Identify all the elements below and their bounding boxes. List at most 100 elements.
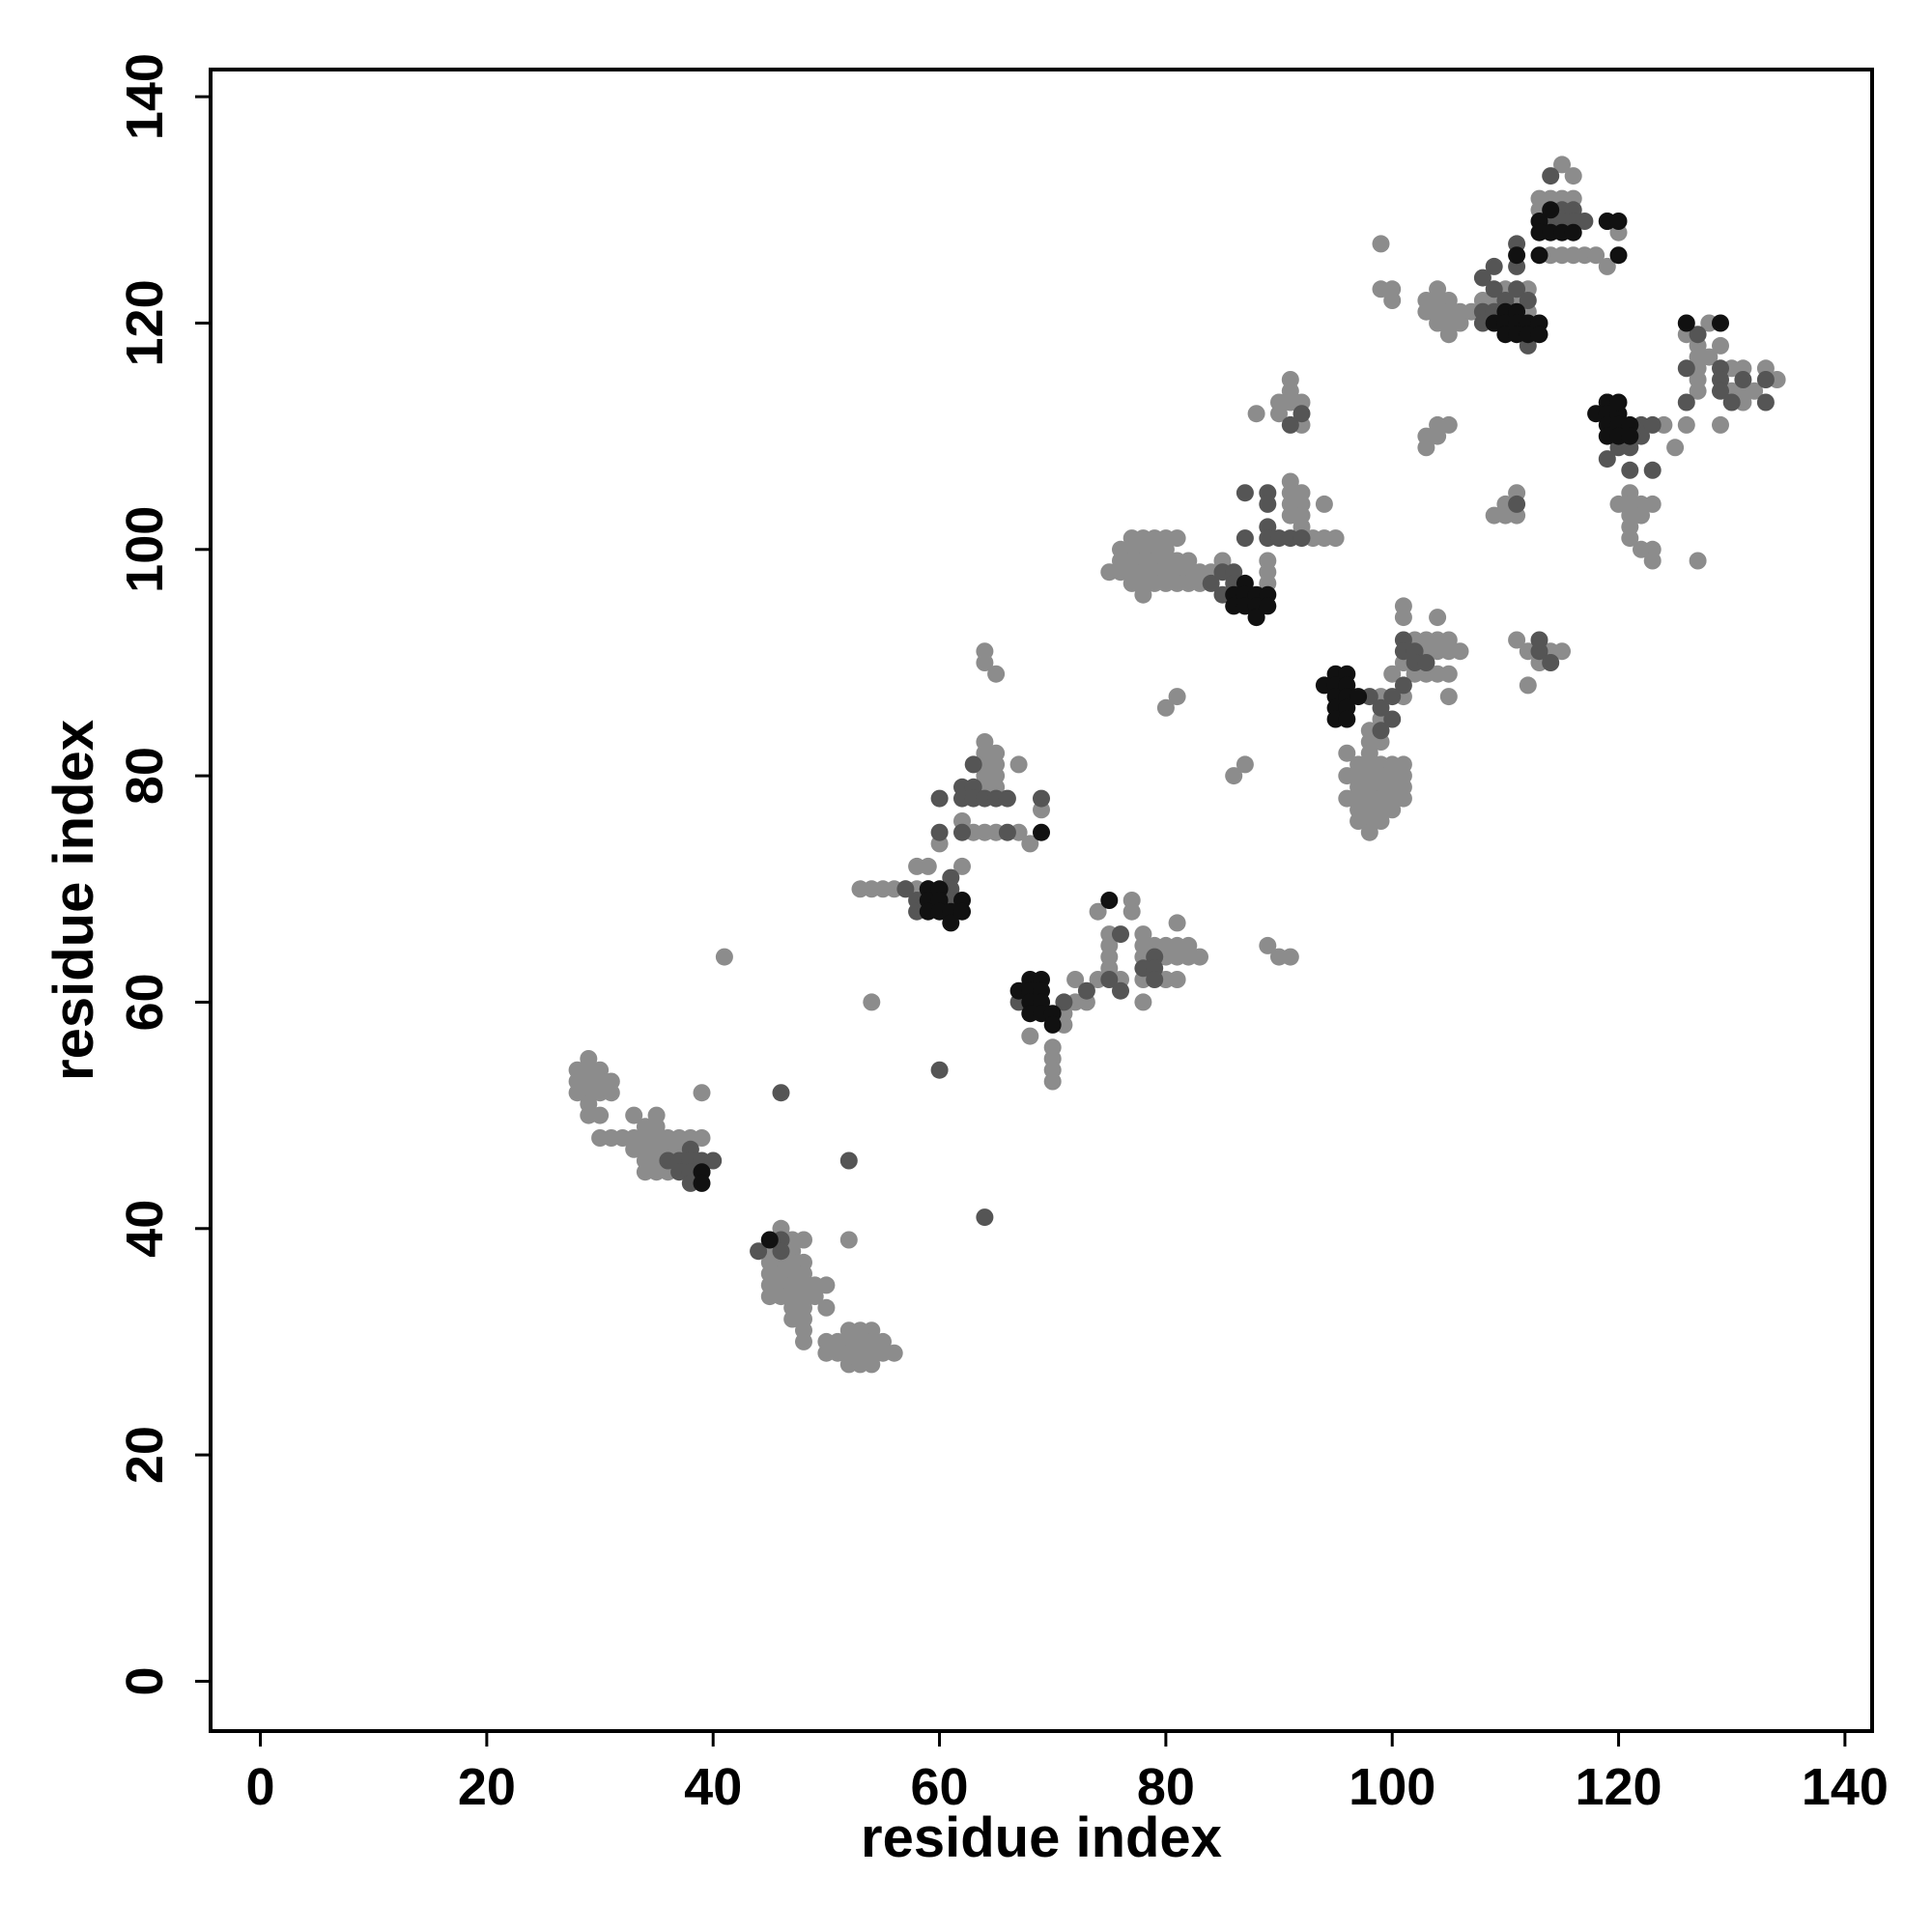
data-point-dark-12 (953, 902, 971, 921)
data-point-mid-66 (1293, 405, 1311, 423)
y-axis-label: residue index (43, 720, 105, 1081)
data-point-light-211 (1270, 405, 1288, 423)
data-point-light-283 (1439, 665, 1458, 683)
data-point-mid-55 (1236, 529, 1254, 548)
data-point-light-286 (1372, 235, 1390, 253)
data-point-light-94 (885, 1344, 903, 1362)
data-point-mid-116 (1712, 382, 1729, 400)
data-point-light-284 (1439, 688, 1458, 706)
data-point-light-79 (839, 1231, 858, 1249)
data-point-light-375 (1746, 382, 1764, 400)
data-point-mid-19 (930, 789, 949, 808)
data-point-light-351 (1633, 506, 1650, 525)
data-point-light-70 (795, 1332, 812, 1350)
y-tick-label-60: 60 (116, 973, 174, 1031)
data-point-light-325 (1519, 676, 1537, 695)
data-point-mid-20 (930, 823, 949, 841)
data-point-mid-113 (1689, 326, 1707, 344)
x-tick-label-80: 80 (1137, 1758, 1195, 1816)
data-point-light-336 (1564, 167, 1582, 185)
data-point-mid-42 (1100, 971, 1119, 988)
data-point-mid-88 (1508, 280, 1526, 298)
data-point-mid-48 (1146, 971, 1164, 988)
data-point-light-116 (987, 665, 1006, 683)
y-tick-label-100: 100 (116, 506, 174, 593)
data-point-dark-2 (760, 1231, 779, 1249)
data-point-light-231 (1338, 744, 1356, 762)
data-point-light-186 (1168, 529, 1186, 548)
data-point-mid-69 (1372, 722, 1390, 740)
data-point-light-41 (693, 1129, 711, 1147)
data-point-light-40 (693, 1084, 711, 1102)
data-point-mid-68 (1372, 698, 1390, 717)
data-point-mid-27 (953, 823, 971, 841)
data-point-mid-119 (1756, 371, 1775, 388)
data-point-mid-109 (1643, 461, 1662, 479)
data-point-dark-82 (1712, 314, 1729, 332)
data-point-mid-83 (1485, 280, 1503, 298)
data-point-light-364 (1689, 382, 1707, 400)
data-point-light-133 (1066, 971, 1085, 988)
x-tick-label-100: 100 (1349, 1758, 1435, 1816)
data-point-light-355 (1643, 552, 1662, 570)
data-point-mid-41 (1077, 981, 1095, 1000)
y-axis: 0 20 40 60 80 100 120 140 (116, 53, 211, 1695)
data-point-mid-71 (1383, 710, 1402, 728)
data-point-dark-69 (1609, 246, 1628, 265)
data-point-light-106 (953, 857, 971, 875)
y-tick-label-140: 140 (116, 53, 174, 140)
data-point-light-72 (806, 1288, 824, 1306)
data-point-mid-90 (1519, 292, 1537, 309)
data-point-light-304 (1439, 415, 1458, 434)
data-point-light-357 (1666, 439, 1685, 457)
data-point-dark-35 (1259, 597, 1277, 615)
data-point-dark-65 (1564, 223, 1582, 242)
data-point-light-144 (1122, 902, 1141, 921)
data-point-mid-56 (1236, 484, 1254, 502)
data-point-mid-14 (839, 1151, 858, 1170)
plot-frame (209, 68, 1874, 1733)
data-point-light-198 (1168, 688, 1186, 706)
data-point-mid-36 (976, 1208, 994, 1227)
data-point-light-202 (1247, 405, 1265, 423)
data-point-mid-40 (1055, 993, 1073, 1011)
data-point-mid-34 (998, 823, 1016, 841)
data-point-mid-65 (1281, 415, 1299, 434)
data-point-mid-89 (1508, 495, 1526, 513)
data-point-mid-110 (1643, 415, 1662, 434)
data-point-dark-1 (693, 1174, 711, 1192)
data-point-light-197 (1156, 698, 1175, 717)
data-point-light-199 (1225, 767, 1243, 785)
data-point-light-126 (1021, 1027, 1039, 1045)
data-point-light-321 (1508, 631, 1526, 649)
data-point-light-341 (1598, 257, 1616, 275)
y-tick-label-80: 80 (116, 747, 174, 805)
data-point-light-367 (1700, 348, 1719, 366)
data-point-mid-79 (1473, 269, 1492, 287)
data-point-mid-95 (1542, 167, 1560, 185)
data-point-light-15 (602, 1084, 620, 1102)
data-point-light-262 (1383, 665, 1402, 683)
data-point-light-130 (1043, 1072, 1062, 1091)
data-point-light-160 (1191, 948, 1208, 966)
data-point-light-74 (817, 1298, 836, 1317)
data-point-mid-70 (1383, 688, 1402, 706)
data-point-light-136 (1089, 902, 1107, 921)
data-point-light-91 (863, 1355, 881, 1374)
data-point-light-18 (625, 1106, 643, 1124)
data-point-light-285 (1451, 642, 1469, 661)
data-point-light-299 (1429, 427, 1447, 445)
data-point-mid-82 (1485, 257, 1503, 275)
data-point-light-368 (1712, 336, 1729, 355)
data-point-light-340 (1587, 246, 1605, 265)
data-point-light-369 (1712, 415, 1729, 434)
data-point-dark-80 (1609, 393, 1628, 412)
x-tick-label-20: 20 (458, 1758, 516, 1816)
y-tick-label-40: 40 (116, 1200, 174, 1258)
data-point-dark-62 (1542, 201, 1560, 219)
data-point-light-359 (1677, 415, 1695, 434)
data-point-light-365 (1689, 552, 1707, 570)
x-tick-label-60: 60 (911, 1758, 969, 1816)
data-point-light-264 (1394, 609, 1412, 627)
data-point-mid-117 (1722, 393, 1741, 412)
